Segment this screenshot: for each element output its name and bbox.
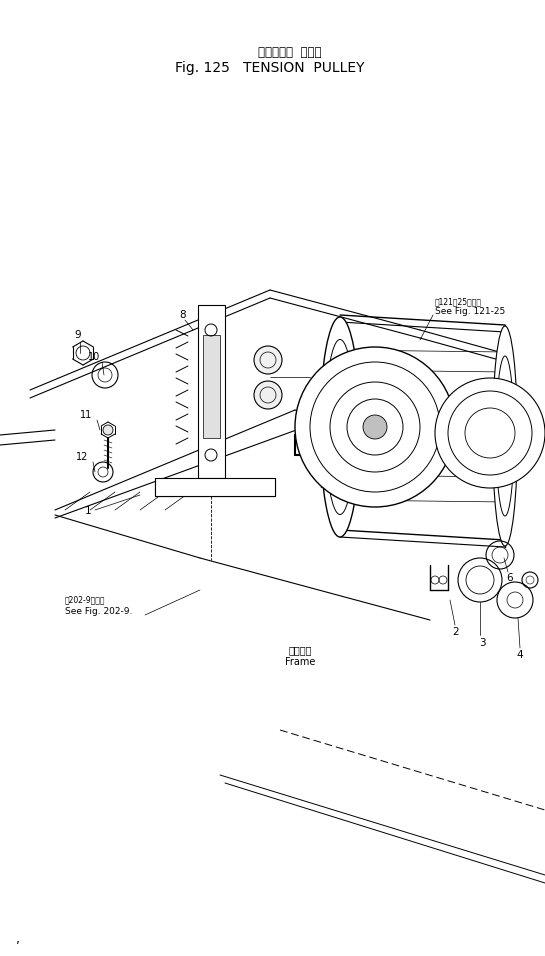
Text: See Fig. 202-9.: See Fig. 202-9. (65, 607, 132, 617)
Text: 第202-9図参照: 第202-9図参照 (65, 596, 106, 604)
Ellipse shape (493, 326, 518, 546)
Text: 9: 9 (75, 330, 81, 340)
Bar (155, 478, 275, 496)
Text: 2: 2 (453, 627, 459, 637)
Circle shape (363, 415, 387, 439)
Text: 11: 11 (80, 410, 92, 420)
Circle shape (103, 425, 113, 435)
Text: 8: 8 (180, 310, 186, 320)
Text: Fig. 125   TENSION  PULLEY: Fig. 125 TENSION PULLEY (175, 61, 365, 75)
Text: 6: 6 (422, 463, 428, 473)
Text: 5: 5 (319, 480, 325, 490)
Text: ,: , (16, 933, 20, 946)
Circle shape (363, 423, 407, 467)
Text: 7: 7 (320, 372, 326, 382)
Text: See Fig. 121-25: See Fig. 121-25 (435, 308, 505, 316)
Ellipse shape (320, 317, 360, 537)
Text: 10: 10 (88, 352, 100, 362)
Bar (203, 335, 220, 438)
Text: 6: 6 (507, 573, 513, 583)
Text: テンション  プーリ: テンション プーリ (258, 46, 322, 58)
Text: Frame: Frame (285, 657, 315, 667)
Text: 第121図25図参照: 第121図25図参照 (435, 297, 482, 307)
Text: 1: 1 (84, 506, 92, 516)
Text: 4: 4 (517, 650, 523, 660)
Circle shape (435, 378, 545, 488)
Circle shape (254, 381, 282, 409)
Text: 3: 3 (479, 638, 485, 648)
Circle shape (371, 431, 399, 459)
Text: フレーム: フレーム (288, 645, 312, 655)
Bar (198, 305, 225, 478)
Text: 12: 12 (76, 452, 88, 462)
Circle shape (295, 347, 455, 507)
Circle shape (254, 346, 282, 374)
